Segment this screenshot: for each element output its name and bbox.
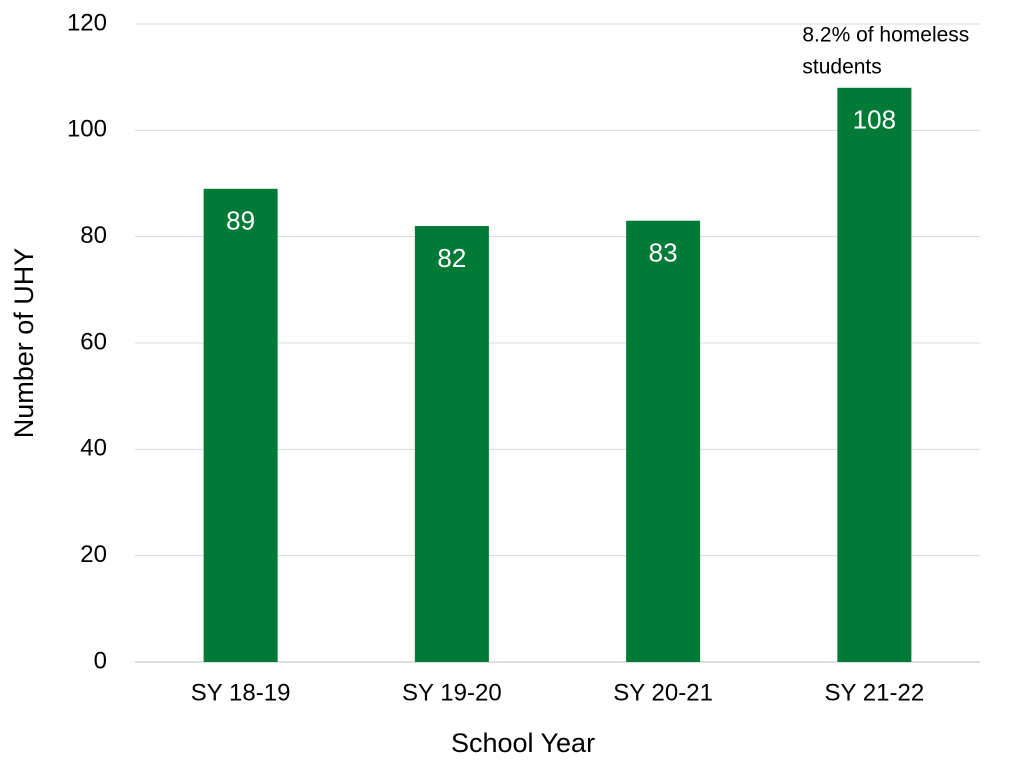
y-tick-label: 100 xyxy=(67,116,107,143)
bar xyxy=(203,188,278,663)
y-tick-label: 20 xyxy=(80,541,107,568)
x-axis-title: School Year xyxy=(451,728,595,758)
y-tick-label: 60 xyxy=(80,328,107,355)
bar xyxy=(837,87,912,663)
y-tick-label: 0 xyxy=(94,647,107,674)
y-tick-label: 80 xyxy=(80,222,107,249)
annotation: students xyxy=(802,55,881,78)
data-label: 108 xyxy=(853,105,896,135)
x-tick-label: SY 18-19 xyxy=(191,679,291,706)
x-tick-label: SY 20-21 xyxy=(613,679,713,706)
annotation: 8.2% of homeless xyxy=(802,23,969,46)
data-label: 82 xyxy=(437,243,466,273)
y-tick-label: 120 xyxy=(67,9,107,36)
y-tick-label: 40 xyxy=(80,435,107,462)
y-axis-title: Number of UHY xyxy=(9,248,39,439)
x-tick-label: SY 19-20 xyxy=(402,679,502,706)
data-label: 89 xyxy=(226,206,255,236)
data-label: 83 xyxy=(649,238,678,268)
bar xyxy=(414,226,489,663)
x-tick-label: SY 21-22 xyxy=(825,679,925,706)
bar xyxy=(626,220,701,662)
